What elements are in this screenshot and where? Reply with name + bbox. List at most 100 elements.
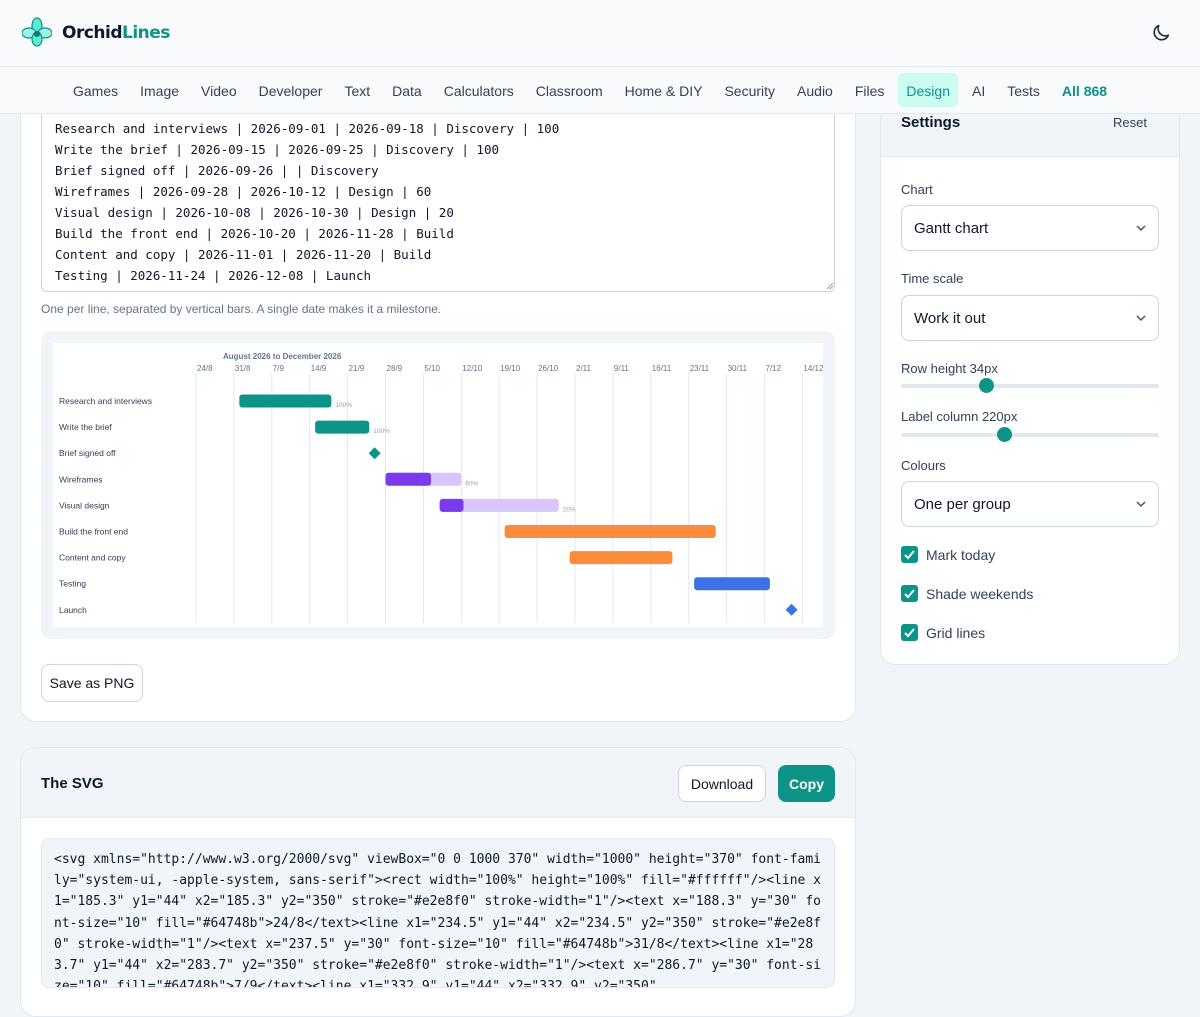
nav-item-home-diy[interactable]: Home & DIY (624, 83, 703, 99)
nav-item-ai[interactable]: AI (972, 83, 986, 99)
chart-preview: August 2026 to December 2026 24/8 31/8 7/9 1… (41, 331, 835, 639)
label-column-slider[interactable] (901, 427, 1159, 442)
chevron-down-icon (1136, 225, 1146, 232)
checkbox-checked-icon[interactable] (901, 624, 918, 641)
task-bar-remaining (439, 498, 559, 512)
grid-lines-checkbox[interactable]: Grid lines (901, 624, 985, 641)
task-bar-progress (385, 472, 431, 486)
x-tick-label: 26/10 (538, 364, 559, 373)
nav-item-games[interactable]: Games (73, 83, 119, 99)
milestone-marker (785, 603, 798, 616)
textarea-line: Visual design | 2026-10-08 | 2026-10-30 … (55, 205, 454, 220)
task-textarea[interactable]: Research and interviews | 2026-09-01 | 2… (41, 114, 835, 292)
nav-item-tests[interactable]: Tests (1007, 83, 1040, 99)
x-tick-label: 7/12 (766, 364, 782, 373)
x-tick-label: 14/12 (803, 364, 823, 373)
label-column-label: Label column 220px (901, 409, 1018, 424)
task-bar (504, 525, 716, 538)
x-tick-label: 31/8 (235, 364, 251, 373)
brand-logo[interactable]: OrchidLines (22, 17, 170, 49)
colours-select[interactable]: One per group (901, 481, 1159, 527)
svg-output-card: The SVG Download Copy <svg xmlns="http:/… (20, 747, 856, 1017)
moon-icon[interactable] (1150, 22, 1172, 44)
checkbox-checked-icon[interactable] (901, 546, 918, 563)
task-bar (569, 551, 673, 565)
nav-item-video[interactable]: Video (201, 83, 237, 99)
reset-button[interactable]: Reset (1113, 115, 1147, 130)
settings-card: Settings Reset Chart Gantt chart Time sc… (880, 114, 1180, 665)
row-height-slider[interactable] (901, 378, 1159, 393)
nav-item-developer[interactable]: Developer (258, 83, 323, 99)
chart-title: August 2026 to December 2026 (223, 352, 342, 361)
svg-code-textarea[interactable]: <svg xmlns="http://www.w3.org/2000/svg" … (41, 838, 835, 988)
mark-today-checkbox[interactable]: Mark today (901, 546, 995, 563)
svg-panel-header: The SVG Download Copy (21, 748, 855, 818)
help-text: One per line, separated by vertical bars… (41, 302, 442, 316)
grid-lines-label: Grid lines (926, 624, 986, 641)
x-tick-label: 12/10 (462, 364, 483, 373)
svg-panel-title: The SVG (41, 775, 104, 792)
nav-item-classroom[interactable]: Classroom (535, 83, 603, 99)
row-height-label: Row height 34px (901, 361, 998, 376)
task-label: Brief signed off (59, 448, 116, 458)
row-height-thumb[interactable] (979, 378, 995, 393)
nav-item-data[interactable]: Data (392, 83, 422, 99)
progress-label: 100% (373, 428, 390, 435)
task-label: Wireframes (59, 474, 102, 484)
colours-label: Colours (901, 458, 946, 473)
chevron-down-icon (1136, 315, 1146, 322)
milestone-marker (368, 447, 381, 460)
textarea-line: Content and copy | 2026-11-01 | 2026-11-… (55, 247, 432, 262)
x-tick-label: 16/11 (652, 364, 672, 373)
shade-weekends-checkbox[interactable]: Shade weekends (901, 585, 1033, 602)
nav-item-text[interactable]: Text (344, 83, 371, 99)
x-tick-label: 28/9 (387, 364, 403, 373)
x-tick-label: 19/10 (500, 364, 521, 373)
task-bar-progress (439, 498, 464, 512)
nav-item-all[interactable]: All 868 (1061, 83, 1108, 99)
chart-type-select[interactable]: Gantt chart (901, 205, 1159, 251)
nav-item-files[interactable]: Files (854, 83, 885, 99)
x-tick-label: 24/8 (197, 364, 213, 373)
textarea-line: Testing | 2026-11-24 | 2026-12-08 | Laun… (55, 268, 372, 283)
progress-label: 60% (465, 480, 478, 487)
task-label: Testing (59, 579, 86, 589)
settings-header: Settings Reset (881, 114, 1179, 157)
label-column-thumb[interactable] (997, 427, 1013, 442)
textarea-line: Brief signed off | 2026-09-26 | | Discov… (55, 163, 379, 178)
progress-label: 20% (563, 506, 576, 513)
task-label: Content and copy (59, 553, 126, 563)
task-bar (315, 420, 370, 434)
brand-name: OrchidLines (62, 23, 170, 43)
settings-title: Settings (901, 114, 961, 131)
x-tick-label: 9/11 (614, 364, 630, 373)
category-nav: Games Image Video Developer Text Data Calculat… (0, 67, 1200, 114)
editor-card: Research and interviews | 2026-09-01 | 2… (20, 114, 856, 722)
x-tick-label: 23/11 (690, 364, 710, 373)
copy-button[interactable]: Copy (778, 765, 835, 802)
textarea-line: Build the front end | 2026-10-20 | 2026-… (55, 226, 454, 241)
progress-label: 100% (335, 402, 352, 409)
nav-item-image[interactable]: Image (140, 83, 180, 99)
nav-item-security[interactable]: Security (724, 83, 776, 99)
save-png-button[interactable]: Save as PNG (41, 664, 143, 702)
textarea-line: Write the brief | 2026-09-15 | 2026-09-2… (55, 142, 500, 157)
nav-item-audio[interactable]: Audio (797, 83, 833, 99)
shade-weekends-label: Shade weekends (926, 585, 1034, 602)
time-scale-select[interactable]: Work it out (901, 295, 1159, 341)
textarea-line: Launch | 2026-12-12 | | Launch (55, 286, 821, 291)
download-button[interactable]: Download (678, 765, 766, 802)
x-tick-label: 5/10 (424, 364, 440, 373)
mark-today-label: Mark today (926, 546, 996, 563)
task-bar (694, 577, 770, 591)
nav-item-design[interactable]: Design (898, 73, 958, 107)
x-tick-label: 30/11 (728, 364, 748, 373)
nav-item-calculators[interactable]: Calculators (443, 83, 514, 99)
task-label: Write the brief (59, 422, 112, 432)
checkbox-checked-icon[interactable] (901, 585, 918, 602)
textarea-line: Research and interviews | 2026-09-01 | 2… (55, 121, 560, 136)
chevron-down-icon (1136, 501, 1146, 508)
task-label: Build the front end (59, 527, 128, 537)
resize-handle-icon[interactable] (826, 282, 834, 290)
x-tick-label: 7/9 (273, 364, 285, 373)
